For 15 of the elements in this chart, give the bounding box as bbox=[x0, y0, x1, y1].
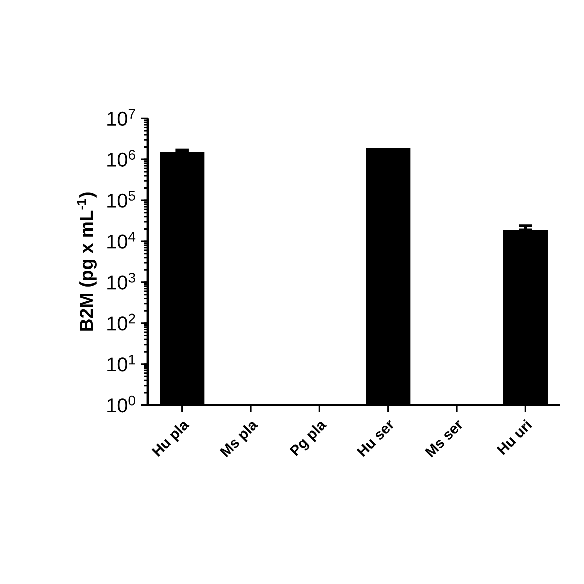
y-axis-title: B2M (pg x mL$^{-1}$) bbox=[77, 192, 97, 331]
y-tick-label: 10$^{1}$ bbox=[108, 355, 136, 372]
x-tick-label: Ms ser bbox=[424, 420, 462, 458]
x-tick-label: Pg pla bbox=[290, 422, 328, 456]
y-tick-label: 10$^{5}$ bbox=[108, 191, 136, 208]
x-tick-label: Hu pla bbox=[152, 422, 190, 457]
y-tick-label: 10$^{7}$ bbox=[108, 109, 136, 126]
x-tick-label: Hu ser bbox=[356, 420, 394, 458]
y-tick-label: 10$^{2}$ bbox=[108, 314, 136, 331]
y-tick-label: 10$^{0}$ bbox=[108, 396, 136, 413]
x-tick-label: Hu uri bbox=[496, 419, 532, 456]
x-tick-label: Ms pla bbox=[220, 422, 258, 458]
y-tick-label: 10$^{3}$ bbox=[108, 272, 136, 290]
y-tick-label: 10$^{6}$ bbox=[108, 150, 136, 167]
y-tick-label: 10$^{4}$ bbox=[108, 232, 136, 249]
